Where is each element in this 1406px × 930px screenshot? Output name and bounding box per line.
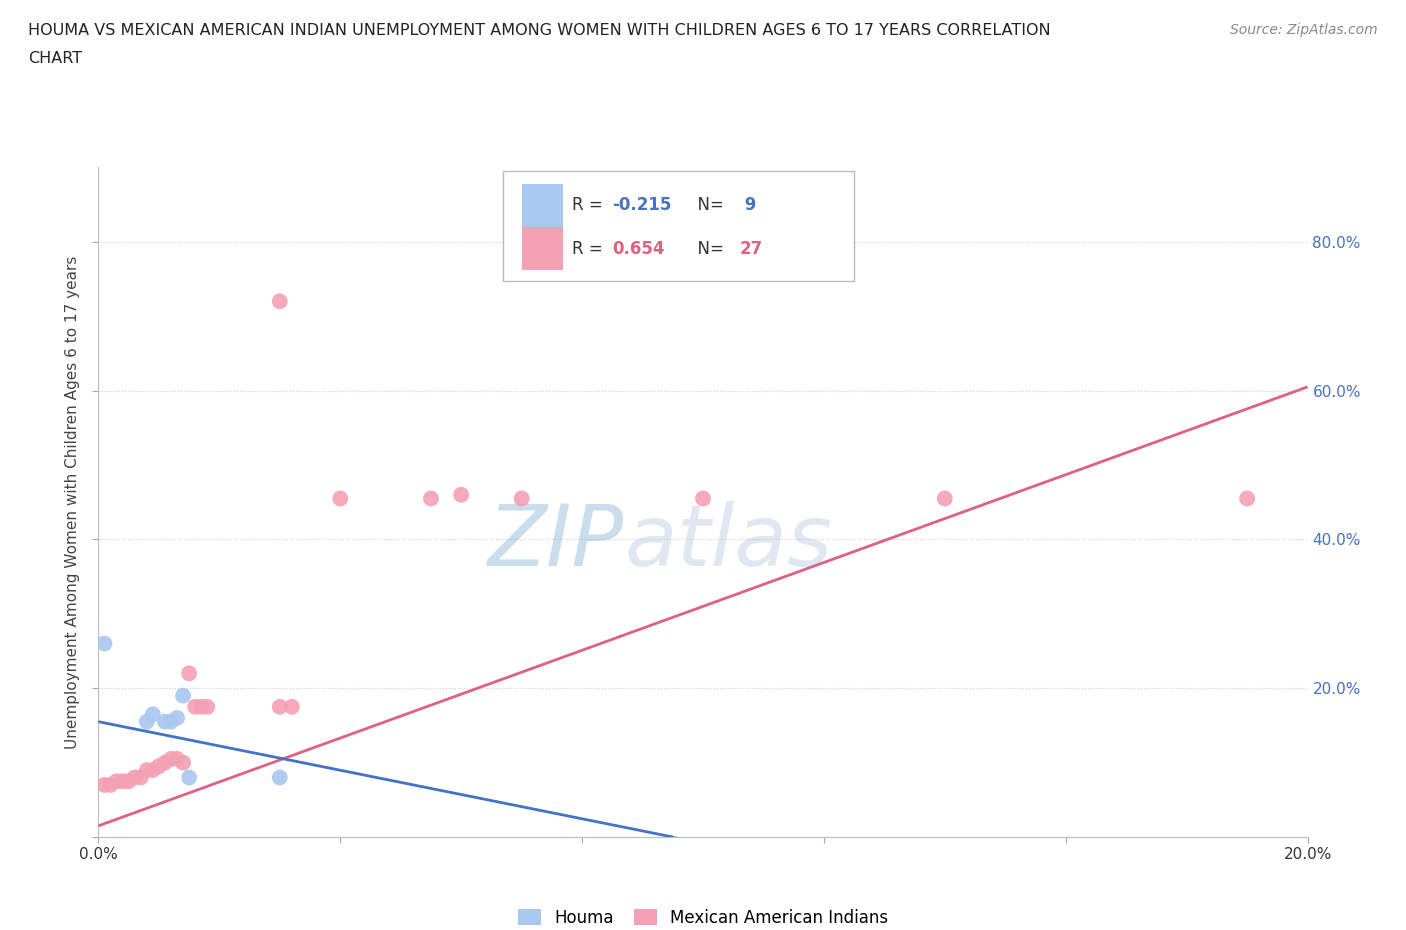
Point: [100, 777, 122, 792]
Point: [105, 774, 128, 789]
Point: [329, 491, 352, 506]
Text: ZIP: ZIP: [488, 501, 624, 584]
Point: [124, 770, 146, 785]
FancyBboxPatch shape: [503, 171, 855, 281]
Point: [142, 763, 165, 777]
Text: HOUMA VS MEXICAN AMERICAN INDIAN UNEMPLOYMENT AMONG WOMEN WITH CHILDREN AGES 6 T: HOUMA VS MEXICAN AMERICAN INDIAN UNEMPLO…: [28, 23, 1050, 38]
Text: 27: 27: [740, 240, 762, 258]
Y-axis label: Unemployment Among Women with Children Ages 6 to 17 years: Unemployment Among Women with Children A…: [65, 256, 80, 749]
Point: [269, 294, 291, 309]
Legend: Houma, Mexican American Indians: Houma, Mexican American Indians: [510, 902, 896, 930]
Text: 9: 9: [740, 196, 756, 214]
Point: [172, 688, 194, 703]
Point: [118, 774, 141, 789]
Point: [135, 763, 157, 777]
Point: [160, 751, 183, 766]
Point: [142, 707, 165, 722]
Point: [93, 777, 115, 792]
Point: [111, 774, 134, 789]
FancyBboxPatch shape: [522, 228, 562, 271]
Point: [129, 770, 152, 785]
Point: [135, 714, 157, 729]
Point: [269, 770, 291, 785]
Text: N=: N=: [688, 240, 730, 258]
Point: [179, 770, 201, 785]
Point: [148, 759, 170, 774]
Text: R =: R =: [572, 240, 609, 258]
Point: [269, 699, 291, 714]
Point: [190, 699, 212, 714]
Point: [510, 491, 533, 506]
Point: [450, 487, 472, 502]
Point: [934, 491, 956, 506]
Point: [153, 755, 176, 770]
Point: [160, 714, 183, 729]
Text: -0.215: -0.215: [613, 196, 672, 214]
Text: N=: N=: [688, 196, 730, 214]
Point: [166, 751, 188, 766]
Point: [420, 491, 443, 506]
Point: [172, 755, 194, 770]
Text: 0.654: 0.654: [613, 240, 665, 258]
Point: [692, 491, 714, 506]
Text: Source: ZipAtlas.com: Source: ZipAtlas.com: [1230, 23, 1378, 37]
Point: [195, 699, 218, 714]
Point: [179, 666, 201, 681]
Point: [1236, 491, 1258, 506]
Point: [281, 699, 304, 714]
FancyBboxPatch shape: [522, 184, 562, 227]
Text: CHART: CHART: [28, 51, 82, 66]
Point: [184, 699, 207, 714]
Text: R =: R =: [572, 196, 609, 214]
Point: [153, 714, 176, 729]
Text: atlas: atlas: [624, 501, 832, 584]
Point: [166, 711, 188, 725]
Point: [93, 636, 115, 651]
